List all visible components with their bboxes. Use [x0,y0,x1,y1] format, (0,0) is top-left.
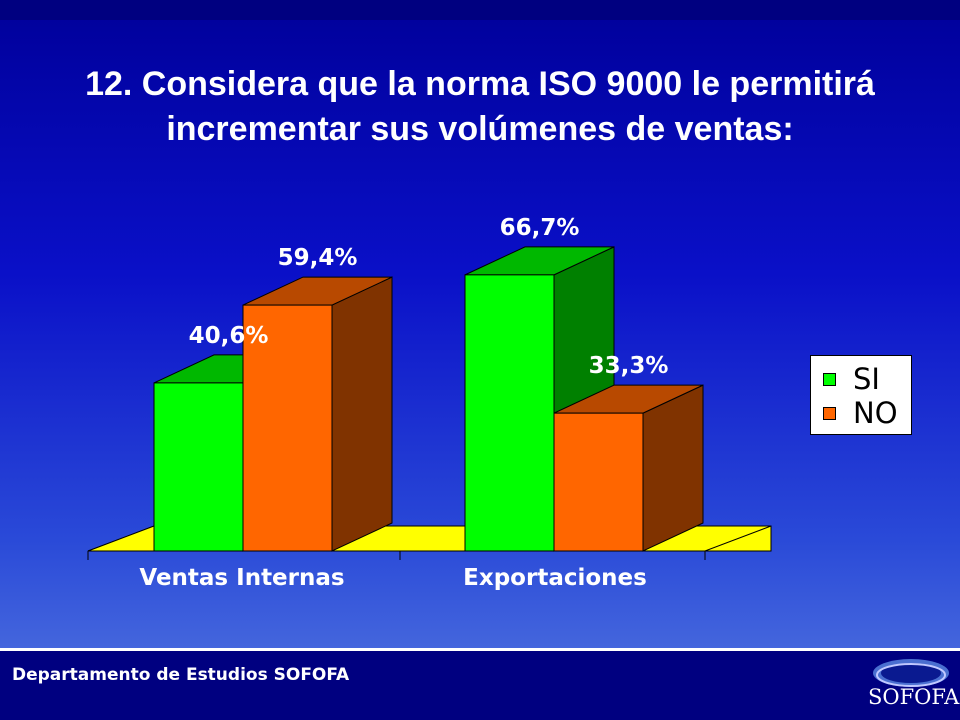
data-label-no-1: 33,3% [589,353,669,379]
bar-front-no-0 [242,304,333,552]
chart-data-labels: 40,6% 59,4% 66,7% 33,3% [189,215,669,379]
bar-front-si-0 [153,382,244,552]
data-label-si-0: 40,6% [189,323,269,349]
chart-x-axis: Ventas Internas Exportaciones [87,550,706,591]
bar-side-no-1 [642,384,704,552]
data-label-si-1: 66,7% [500,215,580,241]
legend-swatch-si [823,373,836,386]
footer-text: Departamento de Estudios SOFOFA [12,665,350,685]
legend-label-si: SI [853,362,880,396]
legend-label-no: NO [853,396,898,430]
data-label-no-0: 59,4% [278,245,358,271]
bar-side-no-0 [331,276,393,552]
bar-no-0 [242,276,393,552]
footer-divider [0,648,960,651]
top-band [0,0,960,20]
bar-front-no-1 [553,412,644,552]
sofofa-logo-icon [873,659,949,687]
footer-band [0,651,960,720]
slide-title: 12. Considera que la norma ISO 9000 le p… [85,65,875,148]
chart-bars [153,246,704,552]
bar-front-si-1 [464,274,555,552]
chart-legend: SI NO [810,355,912,435]
category-label-0: Ventas Internas [139,565,344,591]
logo-text: SOFOFA [868,685,960,709]
category-label-1: Exportaciones [463,565,647,591]
bar-no-1 [553,384,704,552]
legend-swatch-no [823,407,836,420]
